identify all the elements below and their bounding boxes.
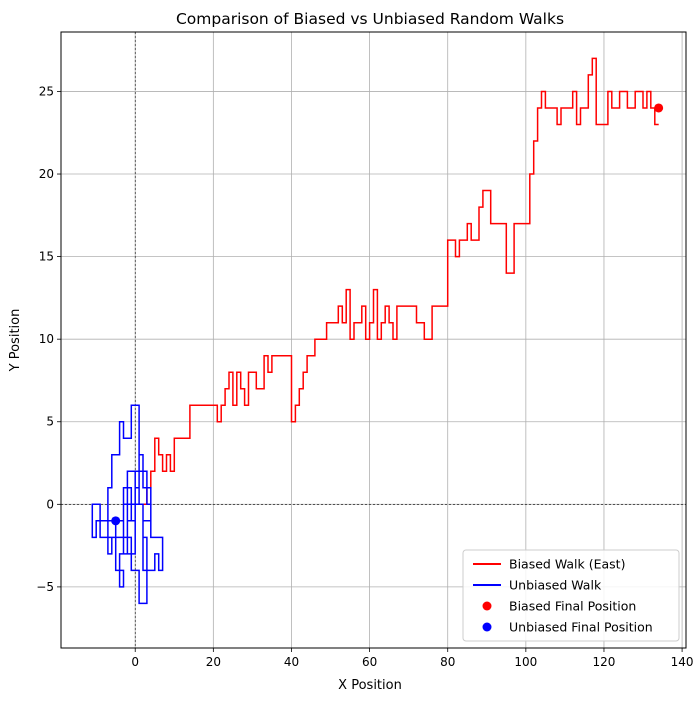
y-tick-label: 0 xyxy=(46,497,54,511)
legend-label: Unbiased Final Position xyxy=(509,620,653,635)
series-line-unbiased-walk xyxy=(91,404,164,605)
y-tick-label: 5 xyxy=(46,415,54,429)
legend-label: Biased Final Position xyxy=(509,599,636,614)
y-axis-label: Y Position xyxy=(8,309,23,373)
x-tick-label: 80 xyxy=(440,655,455,669)
x-tick-label: 40 xyxy=(284,655,299,669)
x-axis-ticks: 0 20 40 60 80 100 120 140 xyxy=(131,648,694,669)
axes-frame xyxy=(60,31,687,649)
x-tick-label: 20 xyxy=(206,655,221,669)
biased-final-position-marker xyxy=(654,103,664,113)
x-tick-label: 100 xyxy=(514,655,537,669)
plot-area xyxy=(91,57,664,605)
y-tick-label: 20 xyxy=(39,167,54,181)
y-tick-label: 25 xyxy=(39,84,54,98)
legend-label: Biased Walk (East) xyxy=(509,557,625,572)
x-tick-label: 0 xyxy=(131,655,139,669)
legend: Biased Walk (East) Unbiased Walk Biased Fi… xyxy=(462,549,680,642)
legend-swatch-marker xyxy=(482,601,492,611)
series-line-biased-walk xyxy=(135,57,659,506)
x-tick-label: 120 xyxy=(593,655,616,669)
y-tick-label: −5 xyxy=(36,580,54,594)
x-tick-label: 140 xyxy=(671,655,694,669)
chart-title: Comparison of Biased vs Unbiased Random … xyxy=(176,10,564,28)
y-tick-label: 15 xyxy=(39,250,54,264)
x-axis-label: X Position xyxy=(338,678,402,693)
legend-label: Unbiased Walk xyxy=(509,578,602,593)
grid xyxy=(61,32,686,648)
x-tick-label: 60 xyxy=(362,655,377,669)
y-tick-label: 10 xyxy=(39,332,54,346)
y-axis-ticks: −5 0 5 10 15 20 25 xyxy=(36,84,61,594)
legend-box xyxy=(462,549,680,642)
unbiased-final-position-marker xyxy=(111,516,121,526)
legend-swatch-marker xyxy=(482,622,492,632)
